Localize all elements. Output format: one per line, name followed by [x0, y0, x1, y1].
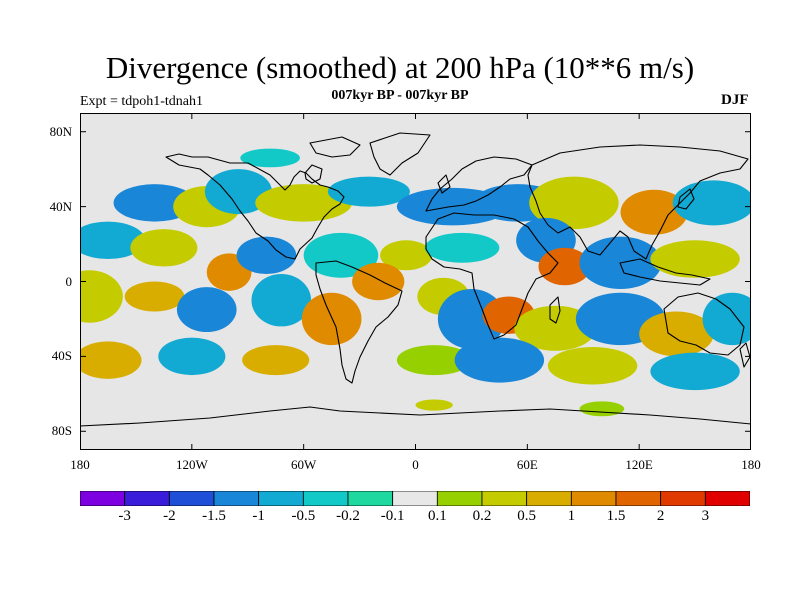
contour-region: [672, 180, 751, 226]
colorbar-swatch: [258, 491, 304, 506]
coastline-australia: [663, 292, 745, 356]
lat-label: 80S: [51, 423, 72, 439]
coastline-japan: [677, 188, 695, 210]
colorbar-swatch: [570, 491, 617, 506]
coastline-madagascar: [549, 296, 561, 324]
contour-region: [80, 270, 123, 323]
period-label: 007kyr BP - 007kyr BP: [331, 88, 469, 103]
lat-label: 40N: [49, 198, 72, 214]
contour-region: [380, 240, 433, 271]
coastline-british-isles: [437, 174, 451, 194]
contour-region: [255, 184, 353, 222]
lon-label: 120E: [625, 457, 653, 472]
contour-region: [579, 401, 625, 417]
lon-label: 180: [741, 457, 761, 472]
contour-region: [303, 232, 379, 278]
lat-label: 40S: [51, 348, 72, 364]
contour-region: [80, 341, 142, 379]
coastline-greenland: [369, 132, 431, 176]
contour-region: [650, 240, 740, 278]
lon-label: 60W: [291, 457, 317, 472]
colorbar-label: -0.2: [336, 508, 360, 524]
contour-fields: [80, 148, 751, 417]
lat-label: 0: [65, 273, 73, 289]
lat-label: 80N: [49, 123, 72, 139]
axis-ticks: [80, 113, 751, 450]
colorbar-label: 2: [656, 508, 665, 524]
coastline-indonesia: [619, 258, 711, 286]
colorbar-label: -1.5: [202, 508, 226, 524]
lon-label: 60E: [516, 457, 538, 472]
colorbar-swatch: [213, 491, 260, 506]
colorbar-swatch: [481, 491, 528, 506]
colorbar-swatch: [302, 491, 349, 506]
season-label: DJF: [721, 92, 749, 108]
lon-label: 180: [70, 457, 90, 472]
contour-region: [529, 176, 619, 230]
contour-region: [415, 399, 453, 411]
coastlines: [80, 132, 751, 427]
contour-region: [80, 221, 146, 260]
colorbar-label: -1: [252, 508, 265, 524]
colorbar-label: -2: [163, 508, 176, 524]
coastline-north-america: [165, 153, 345, 260]
colorbar-label: 0.2: [472, 508, 492, 524]
colorbar-swatch: [526, 491, 572, 506]
colorbar-label: 1.5: [606, 508, 626, 524]
colorbar-label: 0.5: [517, 508, 537, 524]
contour-region: [327, 176, 410, 207]
contour-region: [352, 262, 405, 301]
contour-region: [130, 229, 198, 267]
colorbar-label: 0.1: [427, 508, 447, 524]
contour-region: [650, 352, 740, 391]
colorbar-swatch: [615, 491, 662, 506]
contour-region: [620, 189, 688, 235]
coastline-asia: [527, 144, 749, 260]
coastline-hudson-bay: [304, 164, 323, 184]
contour-region: [236, 236, 297, 275]
contour-region: [702, 292, 751, 346]
map-background: [80, 113, 751, 450]
colorbar: [80, 491, 750, 506]
coastline-south-america: [315, 260, 403, 384]
colorbar-swatch: [704, 491, 750, 506]
contour-region: [251, 274, 312, 327]
contour-region: [242, 345, 310, 376]
contour-region: [547, 347, 638, 385]
coastline-antarctica: [80, 406, 751, 427]
divergence-map: [80, 113, 751, 450]
colorbar-label: -3: [118, 508, 131, 524]
coastline-arctic-islands: [309, 136, 361, 158]
contour-region: [514, 305, 597, 351]
contour-region: [158, 337, 226, 376]
lon-label: 120W: [175, 457, 208, 472]
contour-region: [240, 148, 300, 168]
colorbar-label: 1: [567, 508, 576, 524]
contour-region: [301, 292, 362, 346]
colorbar-swatch: [436, 491, 483, 506]
colorbar-swatch: [347, 491, 394, 506]
contour-region: [424, 232, 500, 263]
coastline-africa: [425, 212, 559, 340]
colorbar-label: 3: [701, 508, 710, 524]
contour-region: [176, 287, 237, 333]
colorbar-label: -0.5: [291, 508, 316, 524]
colorbar-swatch: [168, 491, 215, 506]
contour-region: [396, 345, 472, 376]
colorbar-swatch: [660, 491, 706, 506]
colorbar-label: -0.1: [380, 508, 405, 524]
chart-title: Divergence (smoothed) at 200 hPa (10**6 …: [105, 50, 695, 85]
colorbar-swatch: [124, 491, 170, 506]
lon-label: 0: [412, 457, 419, 472]
contour-region: [454, 337, 545, 383]
contour-region: [639, 311, 714, 357]
contour-region: [124, 281, 185, 312]
experiment-label: Expt = tdpoh1-tdnah1: [80, 94, 203, 109]
colorbar-swatch: [392, 491, 438, 506]
colorbar-swatch: [80, 491, 126, 506]
